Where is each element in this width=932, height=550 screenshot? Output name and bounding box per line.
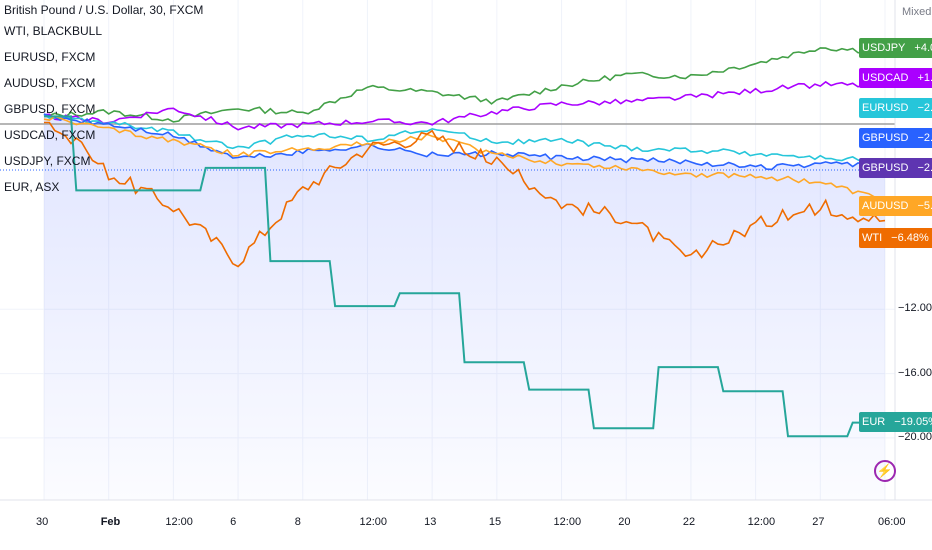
price-tag-symbol: WTI <box>859 228 886 248</box>
x-tick-label: 12:00 <box>553 516 582 528</box>
price-tag-value: +1.90% <box>911 68 932 88</box>
x-tick-label: 30 <box>36 516 49 528</box>
price-tag-eurusd[interactable]: EURUSD−2.73% <box>859 98 932 118</box>
price-tag-symbol: EURUSD <box>859 98 912 118</box>
price-tag-symbol: GBPUSD <box>859 128 912 148</box>
price-tag-eur[interactable]: EUR−19.05% <box>859 412 932 432</box>
series-line-audusd[interactable] <box>43 115 886 202</box>
x-tick-label: 8 <box>294 516 301 528</box>
legend-main-symbol[interactable]: British Pound / U.S. Dollar, 30, FXCM <box>4 3 204 17</box>
x-tick-label: 22 <box>682 516 696 528</box>
price-tag-usdcad[interactable]: USDCAD+1.90% <box>859 68 932 88</box>
series-line-eurusd[interactable] <box>43 113 886 164</box>
price-tag-value: −6.48% <box>885 228 932 248</box>
price-tag-symbol: GBPUSD <box>859 158 912 178</box>
price-tag-symbol: AUDUSD <box>859 196 912 216</box>
x-tick-label: 06:00 <box>878 516 906 528</box>
y-tick-label: −20.00% <box>898 430 932 443</box>
x-tick-label: 12:00 <box>747 516 776 528</box>
price-tag-usdjpy[interactable]: USDJPY+4.01% <box>859 38 932 58</box>
scale-mode-label[interactable]: Mixed <box>902 6 932 18</box>
series-line-wti[interactable] <box>44 121 886 268</box>
price-tag-value: +4.01% <box>908 38 932 58</box>
price-tag-gbpusd[interactable]: GBPUSD−2.90% <box>859 128 932 148</box>
y-tick-label: −12.00% <box>898 302 932 315</box>
x-tick-label: 12:00 <box>165 516 193 528</box>
price-tag-symbol: USDCAD <box>859 68 912 88</box>
x-tick-label: 20 <box>618 516 631 528</box>
y-tick-label: −16.00% <box>898 366 932 379</box>
series-line-eur[interactable] <box>44 115 885 438</box>
x-tick-label: 13 <box>424 516 437 528</box>
x-tick-label: 27 <box>812 516 825 528</box>
x-tick-label: 12:00 <box>359 516 387 528</box>
legend-item-eur[interactable]: EUR, ASX <box>4 180 60 194</box>
price-tag-symbol: EUR <box>859 412 889 432</box>
legend-item-eurusd[interactable]: EURUSD, FXCM <box>4 50 96 64</box>
series-line-usdjpy[interactable] <box>43 47 886 123</box>
price-tag-value: −2.73% <box>911 98 932 118</box>
legend-item-audusd[interactable]: AUDUSD, FXCM <box>4 76 96 90</box>
price-tag-value: −19.05% <box>888 412 932 432</box>
main-series-area <box>44 114 885 500</box>
legend-item-usdcad[interactable]: USDCAD, FXCM <box>4 128 96 142</box>
price-tag-wti[interactable]: WTI −6.48% <box>859 228 932 248</box>
price-tag-symbol: USDJPY <box>859 38 909 58</box>
legend-item-usdjpy[interactable]: USDJPY, FXCM <box>4 154 91 168</box>
x-tick-label: 6 <box>230 516 237 528</box>
price-tag-value: −2.90% <box>911 158 932 178</box>
price-tag-audusd[interactable]: AUDUSD−5.24% <box>859 196 932 216</box>
price-tag-value: −5.24% <box>911 196 932 216</box>
price-tag-gbpusd[interactable]: GBPUSD−2.90% <box>859 158 932 178</box>
price-tag-value: −2.90% <box>911 128 932 148</box>
series-line-gbpusd[interactable] <box>43 113 886 171</box>
lightning-icon[interactable]: ⚡ <box>874 460 896 482</box>
series-line-usdcad[interactable] <box>43 80 886 131</box>
x-tick-label: 15 <box>488 516 502 528</box>
legend-item-wti[interactable]: WTI, BLACKBULL <box>4 24 103 38</box>
x-tick-label: Feb <box>100 516 121 528</box>
legend-item-gbpusd[interactable]: GBPUSD, FXCM <box>4 102 96 116</box>
